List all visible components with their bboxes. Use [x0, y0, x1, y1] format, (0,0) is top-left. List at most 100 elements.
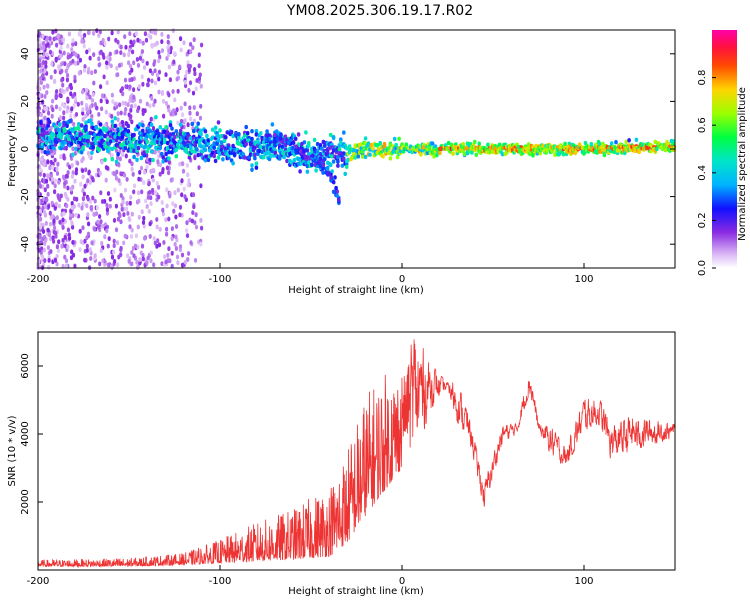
- ridge-cell: [269, 153, 273, 159]
- ridge-cell: [248, 148, 253, 154]
- noise-cell: [139, 165, 144, 171]
- noise-cell: [178, 244, 183, 250]
- ridge-cell: [77, 126, 81, 131]
- noise-cell: [153, 240, 157, 246]
- colorbar-tick-label: 0.8: [697, 70, 708, 86]
- ridge-cell: [135, 157, 139, 162]
- ridge-cell: [46, 150, 50, 155]
- noise-cell: [92, 80, 96, 86]
- noise-cell: [200, 42, 204, 48]
- ridge-cell: [602, 152, 607, 158]
- ridge-cell: [160, 134, 164, 139]
- noise-cell: [185, 220, 189, 226]
- ridge-cell: [56, 127, 61, 133]
- ridge-cell: [280, 144, 285, 149]
- ridge-cell: [331, 135, 336, 140]
- noise-cell: [197, 76, 202, 81]
- noise-cell: [185, 69, 189, 75]
- noise-cell: [186, 257, 190, 262]
- noise-cell: [53, 69, 57, 74]
- noise-cell: [192, 118, 196, 124]
- spectrogram-x-tick-label: -100: [209, 274, 232, 285]
- noise-cell: [63, 254, 67, 260]
- noise-cell: [82, 68, 87, 73]
- noise-cell: [85, 106, 89, 112]
- ridge-cell: [216, 155, 221, 160]
- noise-cell: [119, 171, 123, 177]
- noise-cell: [70, 106, 74, 112]
- noise-cell: [169, 111, 173, 117]
- noise-cell: [105, 60, 109, 66]
- spectrogram-x-label: Height of straight line (km): [288, 285, 424, 296]
- snr-y-label: SNR (10 * v/v): [7, 415, 18, 486]
- noise-cell: [123, 172, 127, 178]
- noise-cell: [145, 157, 150, 163]
- noise-cell: [136, 63, 141, 68]
- noise-cell: [181, 168, 186, 174]
- noise-cell: [41, 33, 45, 39]
- noise-cell: [59, 193, 63, 199]
- ridge-cell: [222, 138, 227, 143]
- noise-cell: [123, 233, 127, 239]
- ridge-cell: [40, 142, 45, 148]
- noise-cell: [41, 73, 45, 79]
- noise-cell: [112, 171, 116, 176]
- ridge-cell: [344, 146, 349, 151]
- ridge-cell: [101, 126, 106, 131]
- noise-cell: [60, 243, 64, 249]
- ridge-cell: [110, 119, 115, 124]
- noise-cell: [68, 164, 72, 170]
- ridge-cell: [419, 152, 423, 157]
- noise-cell: [38, 43, 42, 48]
- noise-cell: [100, 93, 105, 99]
- noise-cell: [130, 227, 134, 233]
- noise-cell: [173, 203, 178, 209]
- ridge-cell: [199, 128, 203, 133]
- ridge-cell: [106, 137, 110, 142]
- noise-cell: [132, 87, 136, 92]
- ridge-cell: [123, 145, 128, 151]
- ridge-cell: [174, 147, 179, 152]
- noise-cell: [187, 251, 191, 256]
- noise-cell: [137, 198, 141, 204]
- noise-cell: [145, 260, 149, 266]
- noise-cell: [149, 250, 153, 256]
- noise-cell: [129, 39, 133, 45]
- noise-cell: [109, 63, 113, 69]
- noise-cell: [110, 114, 114, 119]
- noise-cell: [141, 253, 145, 258]
- ridge-cell: [342, 156, 346, 161]
- noise-cell: [99, 84, 103, 89]
- ridge-cell: [47, 137, 52, 142]
- ridge-cell: [500, 152, 505, 157]
- noise-cell: [71, 224, 75, 230]
- noise-cell: [144, 37, 149, 43]
- branch-cell: [310, 153, 315, 158]
- noise-cell: [167, 64, 171, 70]
- noise-cell: [106, 243, 110, 249]
- noise-cell: [189, 42, 193, 47]
- noise-cell: [118, 156, 122, 162]
- noise-cell: [180, 252, 185, 258]
- ridge-cell: [250, 163, 254, 168]
- noise-cell: [57, 239, 61, 245]
- noise-cell: [142, 215, 146, 221]
- noise-cell: [142, 223, 146, 229]
- ridge-cell: [486, 142, 490, 147]
- noise-cell: [81, 196, 85, 202]
- noise-cell: [49, 249, 53, 254]
- noise-cell: [191, 210, 195, 216]
- noise-cell: [65, 77, 69, 83]
- noise-cell: [66, 73, 70, 78]
- noise-cell: [96, 219, 100, 225]
- ridge-cell: [352, 151, 356, 157]
- ridge-cell: [243, 155, 247, 160]
- ridge-cell: [133, 144, 138, 150]
- branch-cell: [331, 180, 336, 185]
- ridge-cell: [336, 159, 340, 164]
- ridge-cell: [158, 145, 163, 150]
- ridge-cell: [88, 118, 93, 123]
- noise-cell: [123, 101, 128, 106]
- ridge-cell: [47, 119, 52, 125]
- noise-cell: [91, 195, 95, 201]
